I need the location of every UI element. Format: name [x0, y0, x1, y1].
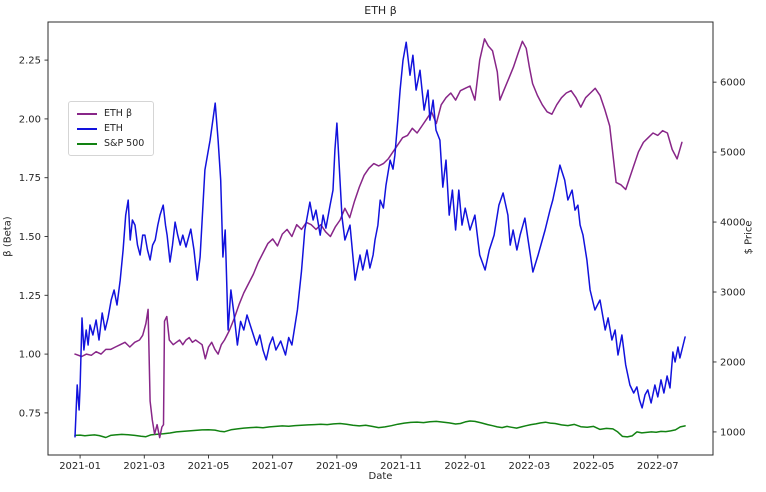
y-axis-label-right: $ Price: [743, 220, 755, 255]
x-axis-label: Date: [368, 471, 393, 482]
y-left-tick-label: 1.00: [19, 350, 41, 361]
plot-frame: [47, 21, 714, 456]
y-left-tick-label: 2.00: [19, 114, 41, 125]
legend-label-sp500: S&P 500: [104, 138, 145, 149]
legend-swatch-sp500: [77, 142, 97, 145]
y-left-tick-label: 1.25: [19, 291, 41, 302]
legend-item-eth: ETH: [77, 123, 144, 134]
y-right-tick-label: 1000: [720, 427, 745, 438]
legend-swatch-eth-beta: [77, 112, 97, 115]
y-axis-label-left: β (Beta): [2, 216, 14, 257]
legend-item-sp500: S&P 500: [77, 138, 144, 149]
y-left-tick-label: 2.25: [19, 56, 41, 67]
legend-label-eth: ETH: [104, 123, 123, 134]
x-tick-label: 2022-01: [444, 461, 486, 472]
y-right-tick-label: 5000: [720, 148, 745, 159]
x-tick-label: 2021-09: [316, 461, 358, 472]
x-tick-label: 2021-11: [380, 461, 422, 472]
series-line-eth: [74, 41, 686, 438]
x-tick-label: 2021-05: [188, 461, 230, 472]
y-right-tick-label: 3000: [720, 288, 745, 299]
series-line-s-p-500: [74, 420, 686, 439]
chart-title: ETH β: [364, 4, 397, 17]
legend-item-eth-beta: ETH β: [77, 108, 144, 119]
series-line-eth-: [74, 38, 683, 439]
x-tick-label: 2022-07: [637, 461, 679, 472]
y-left-tick-label: 1.75: [19, 173, 41, 184]
x-tick-label: 2022-03: [509, 461, 551, 472]
y-right-tick-label: 4000: [720, 218, 745, 229]
legend-swatch-eth: [77, 127, 97, 130]
y-left-tick-label: 1.50: [19, 232, 41, 243]
x-tick-label: 2021-01: [59, 461, 101, 472]
y-right-tick-label: 6000: [720, 78, 745, 89]
legend-label-eth-beta: ETH β: [104, 108, 133, 119]
x-tick-label: 2021-07: [252, 461, 294, 472]
x-tick-label: 2022-05: [573, 461, 615, 472]
x-tick-label: 2021-03: [123, 461, 165, 472]
legend: ETH β ETH S&P 500: [68, 101, 155, 156]
y-left-tick-label: 0.75: [19, 408, 41, 419]
y-right-tick-label: 2000: [720, 357, 745, 368]
